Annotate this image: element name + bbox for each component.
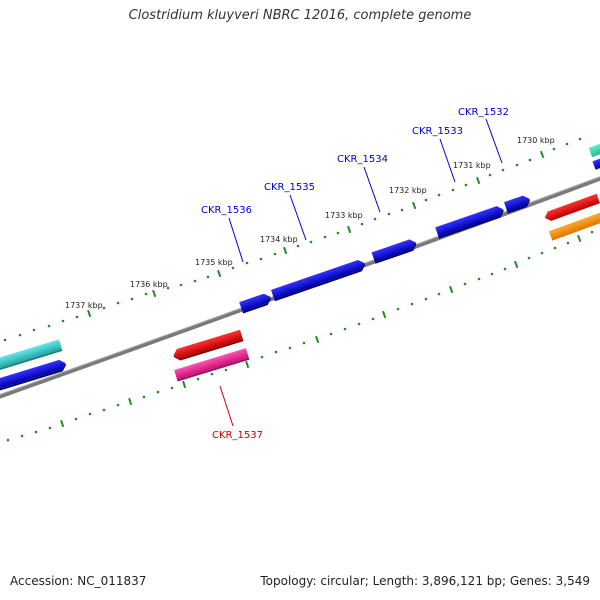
leader-ckr-1537 [219,385,234,427]
label-ckr-1536[interactable]: CKR_1536 [201,205,252,216]
gene-arrow-right-orange[interactable] [548,212,600,241]
gene-arrow-left-blue[interactable] [0,358,67,393]
leader-ckr-1532 [485,118,503,164]
label-ckr-1535[interactable]: CKR_1535 [264,182,315,193]
scale-label-1730: 1730 kbp [517,136,555,145]
leader-ckr-1533 [439,138,456,183]
label-ckr-1537[interactable]: CKR_1537 [212,430,263,441]
reverse-strand-genes [172,193,600,382]
leader-ckr-1536 [228,217,244,263]
gene-arrow-ckr-1537[interactable] [172,329,244,362]
label-ckr-1533[interactable]: CKR_1533 [412,126,463,137]
gene-arrow-ckr-1536[interactable] [239,292,272,314]
gene-arrow-ckr-1537-pink[interactable] [174,348,250,382]
scale-label-1733: 1733 kbp [325,211,363,220]
map-title: Clostridium kluyveri NBRC 12016, complet… [128,8,472,23]
accession-text: Accession: NC_011837 [10,574,147,588]
scale-label-1735: 1735 kbp [195,258,233,267]
gene-name-labels: CKR_1536 CKR_1535 CKR_1534 CKR_1533 CKR_… [201,107,509,441]
label-ckr-1532[interactable]: CKR_1532 [458,107,509,118]
leader-ckr-1534 [363,166,381,213]
label-ckr-1534[interactable]: CKR_1534 [337,154,388,165]
scale-label-1734: 1734 kbp [260,235,298,244]
inner-tick-ring [6,230,594,442]
leader-ckr-1535 [289,194,307,241]
genome-summary-text: Topology: circular; Length: 3,896,121 bp… [260,574,590,588]
gene-arrow-ckr-1534[interactable] [371,238,418,264]
forward-strand-genes [0,142,600,393]
scale-label-1737: 1737 kbp [65,301,103,310]
gene-arrow-ckr-1533[interactable] [435,205,505,239]
gene-arrow-ckr-1535[interactable] [270,258,367,302]
scale-label-1732: 1732 kbp [389,186,427,195]
scale-labels: 1737 kbp 1736 kbp 1735 kbp 1734 kbp 1733… [65,136,555,310]
scale-label-1731: 1731 kbp [453,161,491,170]
gene-arrow-left-cyan[interactable] [0,339,63,372]
scale-label-1736: 1736 kbp [130,280,168,289]
label-leader-lines [219,118,503,427]
gene-arrow-right-blue[interactable] [592,157,600,170]
gene-arrow-right-red[interactable] [543,193,600,223]
outer-tick-ring [3,137,582,342]
gene-arrow-ckr-1532[interactable] [504,194,532,214]
gene-arrow-right-teal[interactable] [588,142,600,158]
